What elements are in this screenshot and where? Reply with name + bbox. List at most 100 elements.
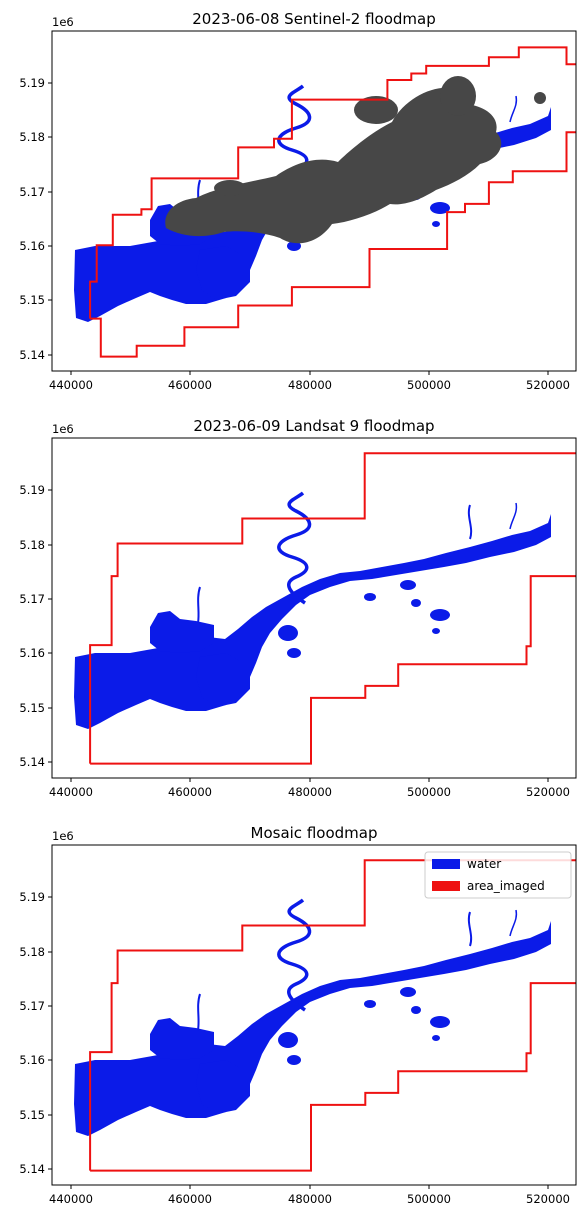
y-tick-label: 5.19 [19, 483, 45, 497]
water-tributary [509, 909, 518, 937]
water-pond [430, 1016, 450, 1028]
cloud-patch [440, 76, 476, 116]
cloud-patch [354, 96, 398, 124]
water-tributary [509, 95, 518, 123]
legend-swatch-area-imaged [432, 881, 460, 891]
water-tributary [509, 502, 518, 530]
water-lobe [196, 653, 250, 707]
area-imaged-outline [89, 859, 576, 1172]
cloud-mass [165, 82, 502, 244]
y-offset-label: 1e6 [52, 15, 74, 29]
legend-label-area-imaged: area_imaged [467, 879, 545, 893]
map-layers [74, 859, 576, 1172]
water-layer [74, 491, 551, 729]
map-layers [74, 452, 576, 765]
water-pond [278, 1032, 298, 1048]
x-axis: 440000 460000 480000 500000 520000 [49, 778, 570, 799]
water-pond [364, 1000, 376, 1008]
panel-mosaic: Mosaic floodmap 1e6 440000 460000 480000… [19, 824, 577, 1206]
x-tick-label: 480000 [288, 378, 332, 392]
y-offset-label: 1e6 [52, 422, 74, 436]
water-pond [287, 241, 301, 251]
map-layers [74, 46, 576, 358]
water-pond [432, 1035, 440, 1041]
x-tick-label: 520000 [526, 1192, 570, 1206]
water-river [277, 491, 312, 605]
y-tick-label: 5.17 [19, 185, 45, 199]
legend-box [424, 851, 572, 899]
x-axis: 440000 460000 480000 500000 520000 [49, 371, 570, 392]
panel-title: 2023-06-08 Sentinel-2 floodmap [192, 10, 436, 28]
water-pond [364, 593, 376, 601]
water-body [74, 514, 551, 729]
x-tick-label: 440000 [49, 1192, 93, 1206]
water-tributary [197, 586, 201, 624]
cloud-layer [165, 76, 546, 244]
y-tick-label: 5.14 [19, 348, 45, 362]
cloud-patch [534, 92, 546, 104]
water-pond [287, 648, 301, 658]
y-tick-label: 5.15 [19, 293, 45, 307]
water-pond [411, 599, 421, 607]
map-area [52, 438, 576, 778]
area-imaged-outline [89, 452, 576, 765]
water-pond [432, 221, 440, 227]
legend: water area_imaged [424, 851, 572, 899]
x-tick-label: 440000 [49, 378, 93, 392]
x-tick-label: 520000 [526, 785, 570, 799]
y-tick-label: 5.18 [19, 538, 45, 552]
cloud-patch [214, 180, 246, 196]
legend-label-water: water [467, 857, 501, 871]
x-tick-label: 500000 [407, 1192, 451, 1206]
area-imaged-outline [89, 46, 576, 358]
y-tick-label: 5.18 [19, 130, 45, 144]
water-pond [411, 1006, 421, 1014]
x-tick-label: 500000 [407, 785, 451, 799]
x-tick-label: 460000 [168, 785, 212, 799]
panel-landsat9: 2023-06-09 Landsat 9 floodmap 1e6 440000… [19, 417, 577, 799]
y-tick-label: 5.16 [19, 239, 45, 253]
water-layer [74, 898, 551, 1136]
axes-frame [51, 844, 577, 1186]
y-axis: 5.14 5.15 5.16 5.17 5.18 5.19 [19, 76, 52, 362]
water-pond [400, 580, 416, 590]
y-tick-label: 5.17 [19, 999, 45, 1013]
water-pond [430, 202, 450, 214]
panel-title: Mosaic floodmap [251, 824, 378, 842]
x-tick-label: 460000 [168, 1192, 212, 1206]
map-area [52, 845, 576, 1185]
water-pond [430, 609, 450, 621]
axes-frame [51, 437, 577, 779]
water-body [74, 921, 551, 1136]
x-tick-label: 500000 [407, 378, 451, 392]
x-tick-label: 520000 [526, 378, 570, 392]
y-tick-label: 5.17 [19, 592, 45, 606]
water-tributary [467, 504, 473, 540]
y-tick-label: 5.15 [19, 701, 45, 715]
x-tick-label: 480000 [288, 785, 332, 799]
water-pond [400, 987, 416, 997]
water-pond [432, 628, 440, 634]
water-lobe [196, 246, 250, 300]
y-tick-label: 5.16 [19, 646, 45, 660]
panel-title: 2023-06-09 Landsat 9 floodmap [193, 417, 434, 435]
water-tributary [197, 993, 201, 1031]
panel-sentinel2: 2023-06-08 Sentinel-2 floodmap 1e6 44000… [19, 10, 577, 392]
water-pond [287, 1055, 301, 1065]
y-tick-label: 5.14 [19, 755, 45, 769]
x-tick-label: 480000 [288, 1192, 332, 1206]
water-lobe [196, 1060, 250, 1114]
y-tick-label: 5.14 [19, 1162, 45, 1176]
y-offset-label: 1e6 [52, 829, 74, 843]
y-tick-label: 5.19 [19, 890, 45, 904]
y-tick-label: 5.19 [19, 76, 45, 90]
water-pond [278, 625, 298, 641]
y-tick-label: 5.16 [19, 1053, 45, 1067]
axes-frame [51, 30, 577, 372]
x-axis: 440000 460000 480000 500000 520000 [49, 1185, 570, 1206]
water-tributary [467, 911, 473, 947]
legend-swatch-water [432, 859, 460, 869]
y-axis: 5.14 5.15 5.16 5.17 5.18 5.19 [19, 483, 52, 769]
y-tick-label: 5.15 [19, 1108, 45, 1122]
